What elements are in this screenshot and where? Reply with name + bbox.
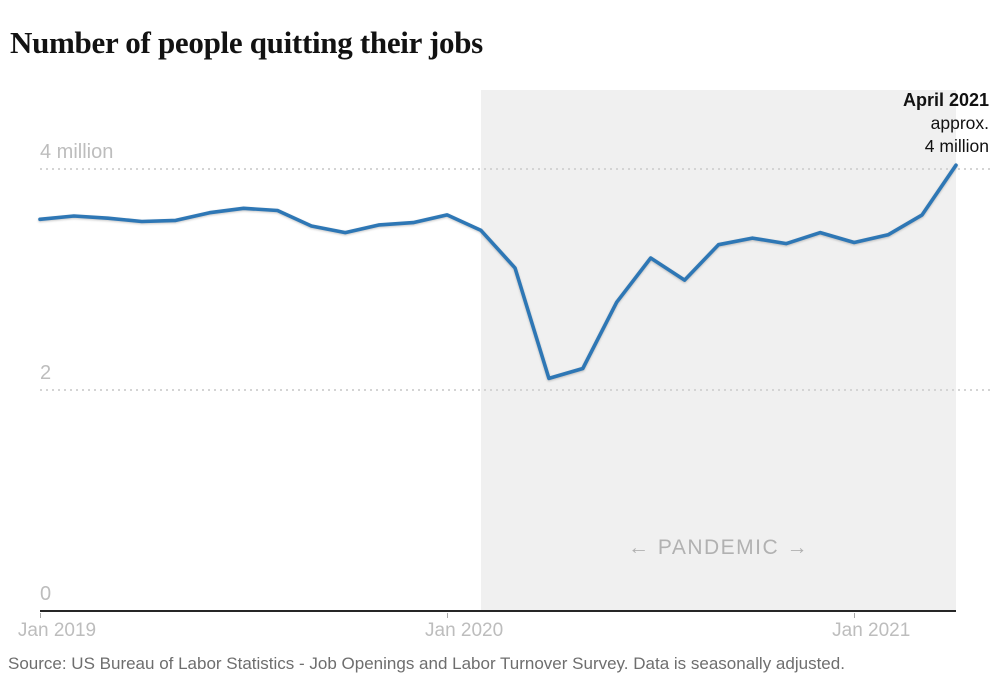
- x-axis-tick-jan-2019: [40, 613, 41, 618]
- quits-line-series: [38, 163, 958, 381]
- pandemic-annotation: ← PANDEMIC →: [628, 536, 809, 559]
- x-axis-tick-jan-2020: [447, 613, 449, 618]
- x-axis-tick-jan-2021: [854, 613, 856, 618]
- y-axis-label-4-million: 4 million: [40, 140, 114, 163]
- chart-title: Number of people quitting their jobs: [10, 24, 483, 60]
- y-axis-label-0: 0: [40, 582, 52, 605]
- peak-annotation: April 2021 approx. 4 million: [903, 89, 989, 158]
- x-axis-label-jan-2019: Jan 2019: [17, 620, 97, 641]
- peak-annotation-approx: approx.: [930, 113, 989, 133]
- x-axis-label-jan-2021: Jan 2021: [832, 620, 911, 641]
- gridline-4-million: [40, 167, 992, 170]
- peak-annotation-date: April 2021: [902, 90, 989, 110]
- source-note: Source: US Bureau of Labor Statistics - …: [8, 654, 845, 673]
- y-axis-label-2: 2: [40, 361, 52, 384]
- peak-annotation-value: 4 million: [924, 136, 989, 156]
- pandemic-shaded-region: [481, 90, 956, 612]
- x-axis-line: [40, 610, 956, 612]
- x-axis-label-jan-2020: Jan 2020: [425, 620, 504, 641]
- gridline-2-million: [40, 388, 992, 391]
